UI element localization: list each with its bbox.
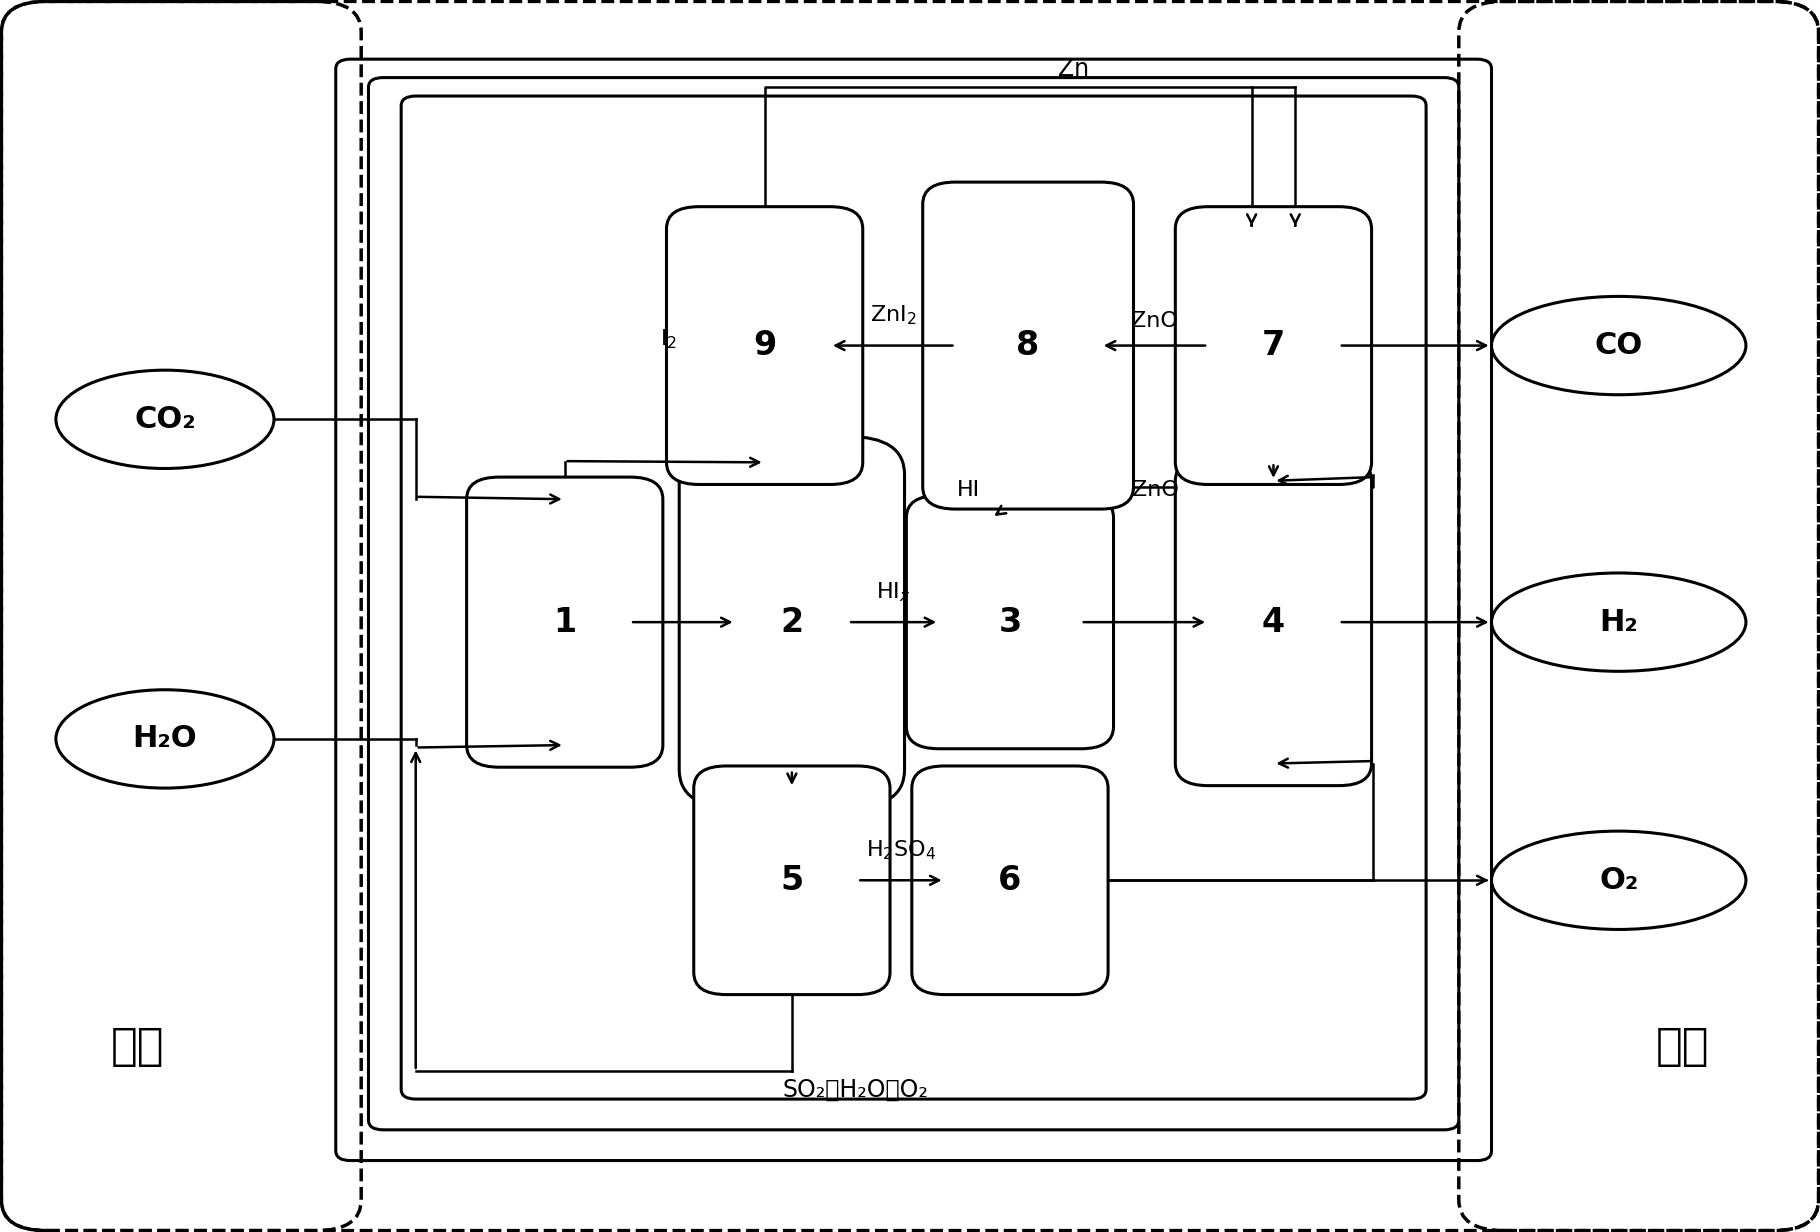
Ellipse shape	[1492, 832, 1745, 929]
Text: H$_2$SO$_4$: H$_2$SO$_4$	[866, 838, 935, 862]
FancyBboxPatch shape	[1176, 458, 1372, 786]
Text: H₂O: H₂O	[133, 724, 197, 754]
Text: 5: 5	[781, 864, 803, 897]
Text: I$_2$: I$_2$	[661, 328, 677, 351]
Text: ZnO: ZnO	[1130, 310, 1178, 331]
FancyBboxPatch shape	[693, 766, 890, 994]
Text: 4: 4	[1261, 606, 1285, 638]
Text: 2: 2	[781, 606, 803, 638]
FancyBboxPatch shape	[906, 495, 1114, 749]
FancyBboxPatch shape	[923, 182, 1134, 509]
Text: CO: CO	[1594, 331, 1643, 360]
FancyBboxPatch shape	[466, 477, 662, 768]
Text: O₂: O₂	[1600, 866, 1638, 894]
Text: ZnI$_2$: ZnI$_2$	[870, 303, 915, 328]
Text: HI$_x$: HI$_x$	[875, 580, 912, 604]
Text: ZnO: ZnO	[1132, 480, 1179, 500]
Text: 原料: 原料	[111, 1025, 164, 1068]
Text: 7: 7	[1261, 329, 1285, 362]
Ellipse shape	[1492, 297, 1745, 394]
Text: 9: 9	[753, 329, 777, 362]
Text: 3: 3	[999, 606, 1021, 638]
Ellipse shape	[56, 370, 275, 468]
FancyBboxPatch shape	[912, 766, 1108, 994]
Text: 8: 8	[1017, 329, 1039, 362]
Text: Zn: Zn	[1057, 58, 1088, 81]
Text: H₂: H₂	[1600, 607, 1638, 637]
FancyBboxPatch shape	[679, 436, 905, 808]
Text: 1: 1	[553, 606, 577, 638]
Text: 6: 6	[999, 864, 1021, 897]
Ellipse shape	[1492, 573, 1745, 671]
Text: SO₂、H₂O、O₂: SO₂、H₂O、O₂	[783, 1077, 928, 1101]
FancyBboxPatch shape	[666, 207, 863, 484]
Text: CO₂: CO₂	[135, 405, 197, 434]
FancyBboxPatch shape	[1176, 207, 1372, 484]
Text: HI: HI	[957, 480, 979, 500]
Ellipse shape	[56, 690, 275, 788]
Text: 产品: 产品	[1656, 1025, 1709, 1068]
